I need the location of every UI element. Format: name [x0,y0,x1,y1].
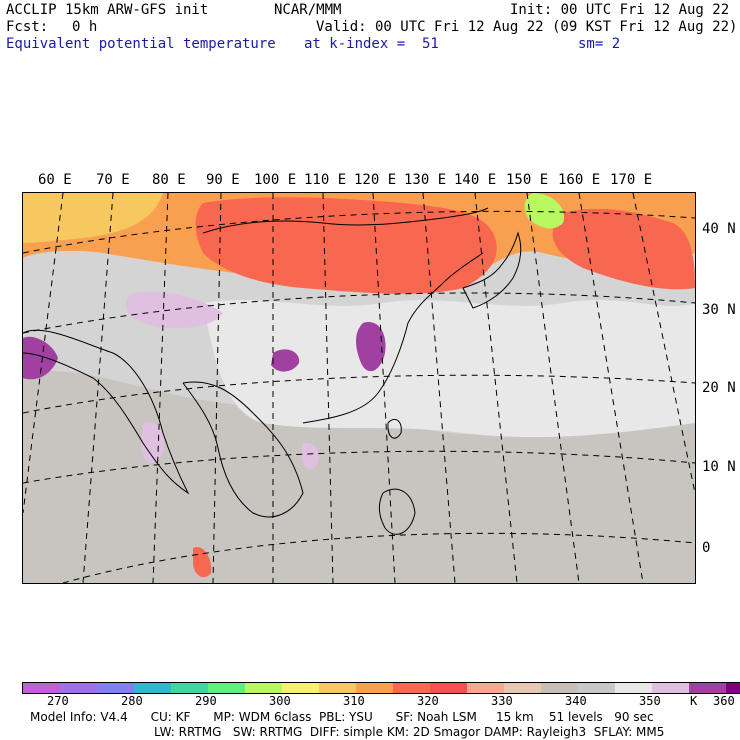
theta-e-map [22,192,696,584]
colorbar-tick-label: 280 [121,694,143,708]
lat-label-30n: 30 N [702,302,736,318]
coastline-taiwan [387,418,402,439]
colorbar-cell [60,683,97,693]
meridian-60e [23,193,64,514]
colorbar-cell [615,683,652,693]
lat-label-10n: 10 N [702,459,736,475]
coastline-india [23,329,190,495]
lon-label-60e: 60 E [38,172,72,188]
border-mongolia [202,207,489,234]
lat-label-40n: 40 N [702,221,736,237]
colorbar-cell [393,683,430,693]
map-canvas [23,193,695,583]
colorbar-cell [282,683,319,693]
parallel-20n [23,374,695,414]
colorbar-tick-label: 350 [639,694,661,708]
coastline-indochina [182,381,304,518]
coastline-philippines [379,488,416,535]
colorbar-cell [504,683,541,693]
purple-patch-arabia [23,336,58,380]
colorbar-cell [134,683,171,693]
lon-label-70e: 70 E [96,172,130,188]
lavender-patch-india [141,422,165,463]
colorbar-cell [430,683,467,693]
lon-label-80e: 80 E [152,172,186,188]
colorbar-cell [541,683,578,693]
colorbar-cell [578,683,615,693]
lavender-patch-sea [301,442,319,470]
lon-label-130e: 130 E [404,172,447,188]
lon-label-170e: 170 E [610,172,653,188]
forecast-label: Fcst: [6,19,49,35]
colorbar-cell [467,683,504,693]
lon-label-140e: 140 E [454,172,497,188]
pale-field [203,300,695,438]
lon-label-110e: 110 E [304,172,347,188]
purple-patch-china [356,322,386,372]
lavender-patch [125,291,223,329]
graticule [23,193,695,583]
purple-patch-sichuan [271,349,300,372]
tropical-field [23,370,695,583]
colorbar-tick-label: 340 [565,694,587,708]
colorbar-cell [245,683,282,693]
colorbar-cell [726,683,740,693]
colorbar-cell [356,683,393,693]
coastline-china [302,252,484,424]
green-patch [524,193,564,229]
lat-label-0: 0 [702,540,711,556]
forecast-hour: 0 h [72,19,98,35]
lon-label-120e: 120 E [354,172,397,188]
colorbar [22,682,740,694]
colorbar-tick-label: 300 [269,694,291,708]
lon-label-160e: 160 E [558,172,601,188]
smoothing-info: sm= 2 [578,36,621,52]
colorbar-tick-label: 310 [343,694,365,708]
parallel-10n [23,450,695,484]
colorbar-cell [171,683,208,693]
model-title: ACCLIP 15km ARW-GFS init [6,2,209,18]
colorbar-units: K [690,694,698,708]
lon-label-150e: 150 E [506,172,549,188]
lat-label-20n: 20 N [702,380,736,396]
colorbar-tick-label: 290 [195,694,217,708]
colorbar-tick-label: 270 [47,694,69,708]
colorbar-cell [652,683,689,693]
colorbar-cell [23,683,60,693]
valid-time: Valid: 00 UTC Fri 12 Aug 22 (09 KST Fri … [316,19,738,35]
center-label: NCAR/MMM [274,2,342,18]
model-info-line1: Model Info: V4.4 CU: KF MP: WDM 6class P… [30,710,654,724]
colorbar-cell [689,683,726,693]
colorbar-tick-label: 330 [491,694,513,708]
red-band-east [552,208,695,290]
parallel-30n [23,292,695,334]
meridian-170e [632,193,695,494]
init-time: Init: 00 UTC Fri 12 Aug 22 [510,2,730,18]
colorbar-tick-label: 360 [713,694,735,708]
colorbar-tick-label: 320 [417,694,439,708]
field-name: Equivalent potential temperature [6,36,276,52]
parallel-40n [23,210,695,254]
model-info-line2: LW: RRTMG SW: RRTMG DIFF: simple KM: 2D … [154,725,665,739]
parallel-0 [62,532,695,583]
colorbar-cell [97,683,134,693]
lon-label-90e: 90 E [206,172,240,188]
colorbar-cell [319,683,356,693]
lon-label-100e: 100 E [254,172,297,188]
level-info: at k-index = 51 [304,36,439,52]
colorbar-cell [208,683,245,693]
